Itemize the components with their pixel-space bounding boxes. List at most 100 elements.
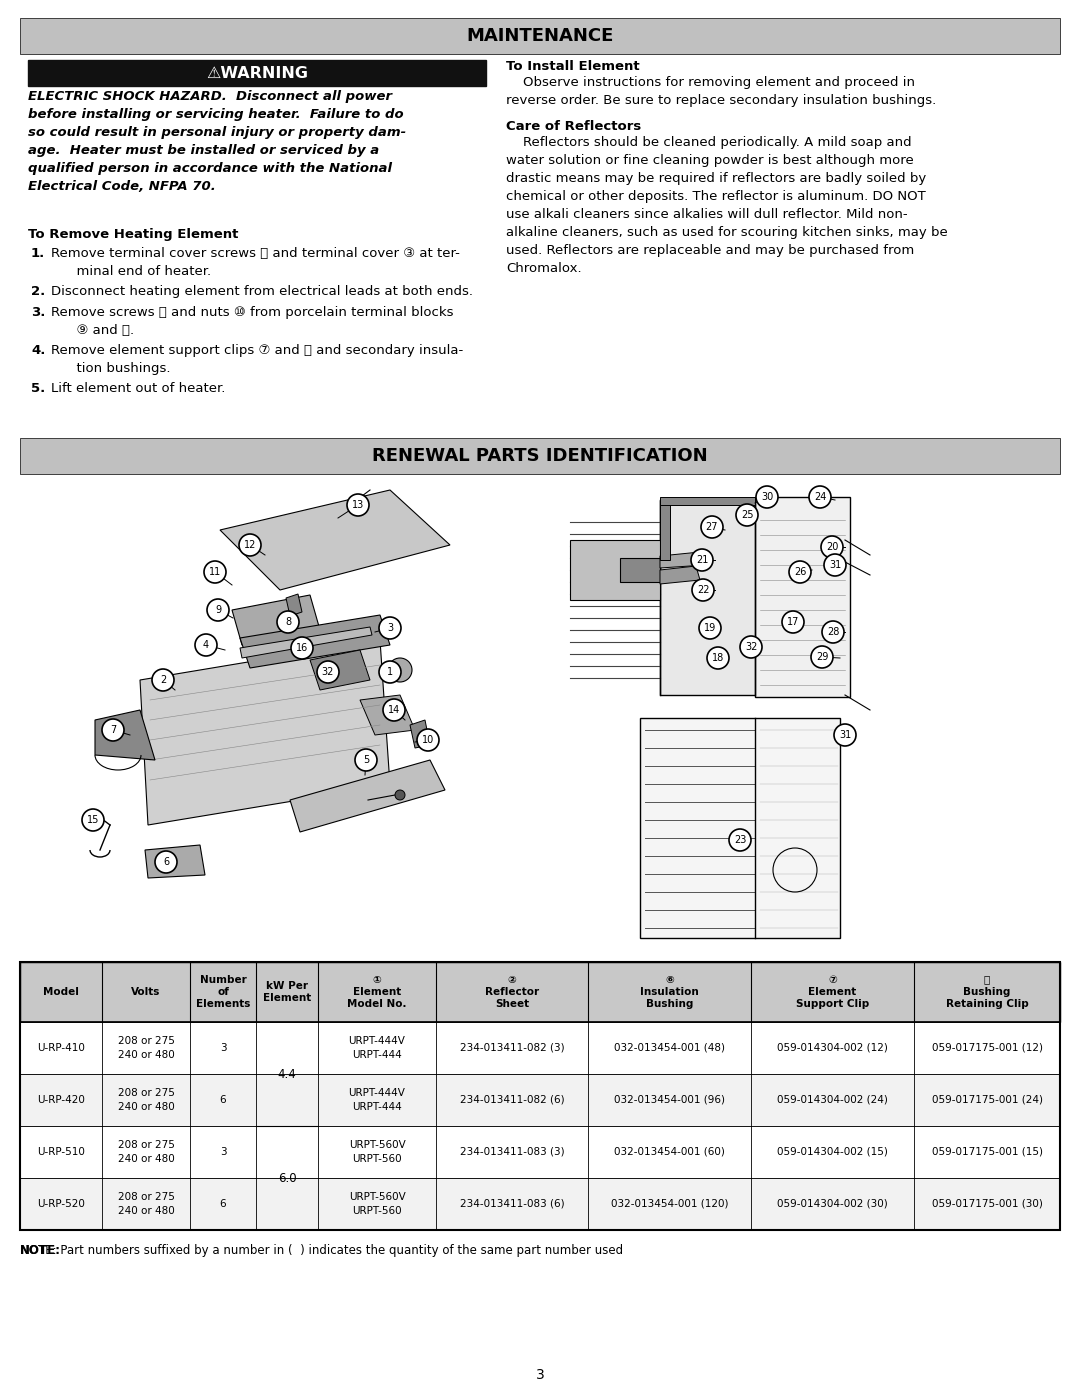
- Text: 14: 14: [388, 705, 400, 715]
- Polygon shape: [95, 710, 156, 760]
- Text: 1.: 1.: [31, 247, 45, 260]
- Text: 208 or 275
240 or 480: 208 or 275 240 or 480: [118, 1140, 175, 1164]
- Circle shape: [347, 495, 369, 515]
- Text: 3: 3: [536, 1368, 544, 1382]
- Text: 059-017175-001 (15): 059-017175-001 (15): [931, 1147, 1042, 1157]
- Text: 032-013454-001 (120): 032-013454-001 (120): [611, 1199, 728, 1208]
- Circle shape: [821, 536, 843, 557]
- Circle shape: [811, 645, 833, 668]
- Text: 26: 26: [794, 567, 806, 577]
- Text: To Install Element: To Install Element: [507, 60, 639, 73]
- Polygon shape: [291, 760, 445, 833]
- Polygon shape: [310, 650, 370, 690]
- Text: 16: 16: [296, 643, 308, 652]
- Circle shape: [707, 647, 729, 669]
- Text: 10: 10: [422, 735, 434, 745]
- Text: 17: 17: [787, 617, 799, 627]
- Text: 29: 29: [815, 652, 828, 662]
- Text: ②
Reflector
Sheet: ② Reflector Sheet: [485, 975, 539, 1010]
- Text: kW Per
Element: kW Per Element: [262, 981, 311, 1003]
- Bar: [660, 500, 835, 694]
- Text: 31: 31: [828, 560, 841, 570]
- Text: URPT-560V
URPT-560: URPT-560V URPT-560: [349, 1193, 405, 1215]
- Bar: [21, 1074, 1059, 1126]
- Text: 30: 30: [761, 492, 773, 502]
- Bar: [21, 1126, 1059, 1178]
- Text: 6.0: 6.0: [278, 1172, 296, 1185]
- Circle shape: [822, 622, 843, 643]
- Text: 2.: 2.: [31, 285, 45, 298]
- Text: ELECTRIC SHOCK HAZARD.  Disconnect all power
before installing or servicing heat: ELECTRIC SHOCK HAZARD. Disconnect all po…: [28, 89, 406, 193]
- Text: ⑦
Element
Support Clip: ⑦ Element Support Clip: [796, 975, 869, 1010]
- Circle shape: [355, 749, 377, 771]
- Text: Lift element out of heater.: Lift element out of heater.: [51, 381, 226, 395]
- Text: 059-014304-002 (30): 059-014304-002 (30): [778, 1199, 888, 1208]
- Text: 22: 22: [697, 585, 710, 595]
- Text: 24: 24: [814, 492, 826, 502]
- Circle shape: [699, 617, 721, 638]
- Text: 18: 18: [712, 652, 724, 664]
- Text: 032-013454-001 (48): 032-013454-001 (48): [615, 1044, 725, 1053]
- Text: URPT-444V
URPT-444: URPT-444V URPT-444: [349, 1088, 405, 1112]
- Circle shape: [691, 549, 713, 571]
- Circle shape: [102, 719, 124, 740]
- Bar: [755, 497, 850, 697]
- Text: 12: 12: [244, 541, 256, 550]
- Circle shape: [824, 555, 846, 576]
- Circle shape: [276, 610, 299, 633]
- Text: 059-014304-002 (12): 059-014304-002 (12): [778, 1044, 888, 1053]
- Circle shape: [156, 851, 177, 873]
- Circle shape: [383, 698, 405, 721]
- Polygon shape: [660, 566, 700, 584]
- Text: 234-013411-083 (3): 234-013411-083 (3): [460, 1147, 565, 1157]
- Text: 208 or 275
240 or 480: 208 or 275 240 or 480: [118, 1193, 175, 1215]
- Text: 32: 32: [322, 666, 334, 678]
- Bar: [21, 475, 1059, 960]
- Text: Observe instructions for removing element and proceed in
reverse order. Be sure : Observe instructions for removing elemen…: [507, 75, 936, 108]
- Circle shape: [291, 637, 313, 659]
- Text: 059-017175-001 (12): 059-017175-001 (12): [931, 1044, 1042, 1053]
- Circle shape: [834, 724, 856, 746]
- Bar: [21, 1023, 1059, 1074]
- Bar: [21, 1178, 1059, 1229]
- Circle shape: [82, 809, 104, 831]
- Circle shape: [152, 669, 174, 692]
- Circle shape: [740, 636, 762, 658]
- Text: 2: 2: [160, 675, 166, 685]
- Text: 21: 21: [696, 555, 708, 564]
- Text: 13: 13: [352, 500, 364, 510]
- Polygon shape: [410, 719, 430, 747]
- Text: 6: 6: [163, 856, 170, 868]
- Bar: [21, 963, 1059, 1023]
- Text: 31: 31: [839, 731, 851, 740]
- Polygon shape: [240, 627, 372, 658]
- Text: 6: 6: [219, 1095, 227, 1105]
- Text: 9: 9: [215, 605, 221, 615]
- Circle shape: [735, 504, 758, 527]
- Bar: [28, 60, 486, 87]
- Circle shape: [701, 515, 723, 538]
- Circle shape: [207, 599, 229, 622]
- Text: MAINTENANCE: MAINTENANCE: [467, 27, 613, 45]
- Text: URPT-560V
URPT-560: URPT-560V URPT-560: [349, 1140, 405, 1164]
- Text: ⚠WARNING: ⚠WARNING: [206, 66, 308, 81]
- Text: 4.4: 4.4: [278, 1067, 296, 1080]
- Text: ⓤ
Bushing
Retaining Clip: ⓤ Bushing Retaining Clip: [946, 975, 1028, 1010]
- Text: RENEWAL PARTS IDENTIFICATION: RENEWAL PARTS IDENTIFICATION: [373, 447, 707, 465]
- Text: 3: 3: [387, 623, 393, 633]
- Text: 3: 3: [219, 1147, 227, 1157]
- Bar: [660, 500, 670, 560]
- Circle shape: [782, 610, 804, 633]
- Polygon shape: [620, 557, 660, 583]
- Circle shape: [379, 661, 401, 683]
- Text: ⑥
Insulation
Bushing: ⑥ Insulation Bushing: [640, 975, 699, 1010]
- Text: 15: 15: [86, 814, 99, 826]
- Polygon shape: [240, 615, 390, 668]
- Polygon shape: [232, 595, 320, 645]
- Text: 3.: 3.: [31, 306, 45, 319]
- Text: U-RP-520: U-RP-520: [37, 1199, 85, 1208]
- Text: Care of Reflectors: Care of Reflectors: [507, 120, 642, 133]
- Text: 234-013411-082 (6): 234-013411-082 (6): [460, 1095, 565, 1105]
- Circle shape: [379, 617, 401, 638]
- Text: Remove terminal cover screws Ⓧ and terminal cover ③ at ter-
      minal end of h: Remove terminal cover screws Ⓧ and termi…: [51, 247, 460, 278]
